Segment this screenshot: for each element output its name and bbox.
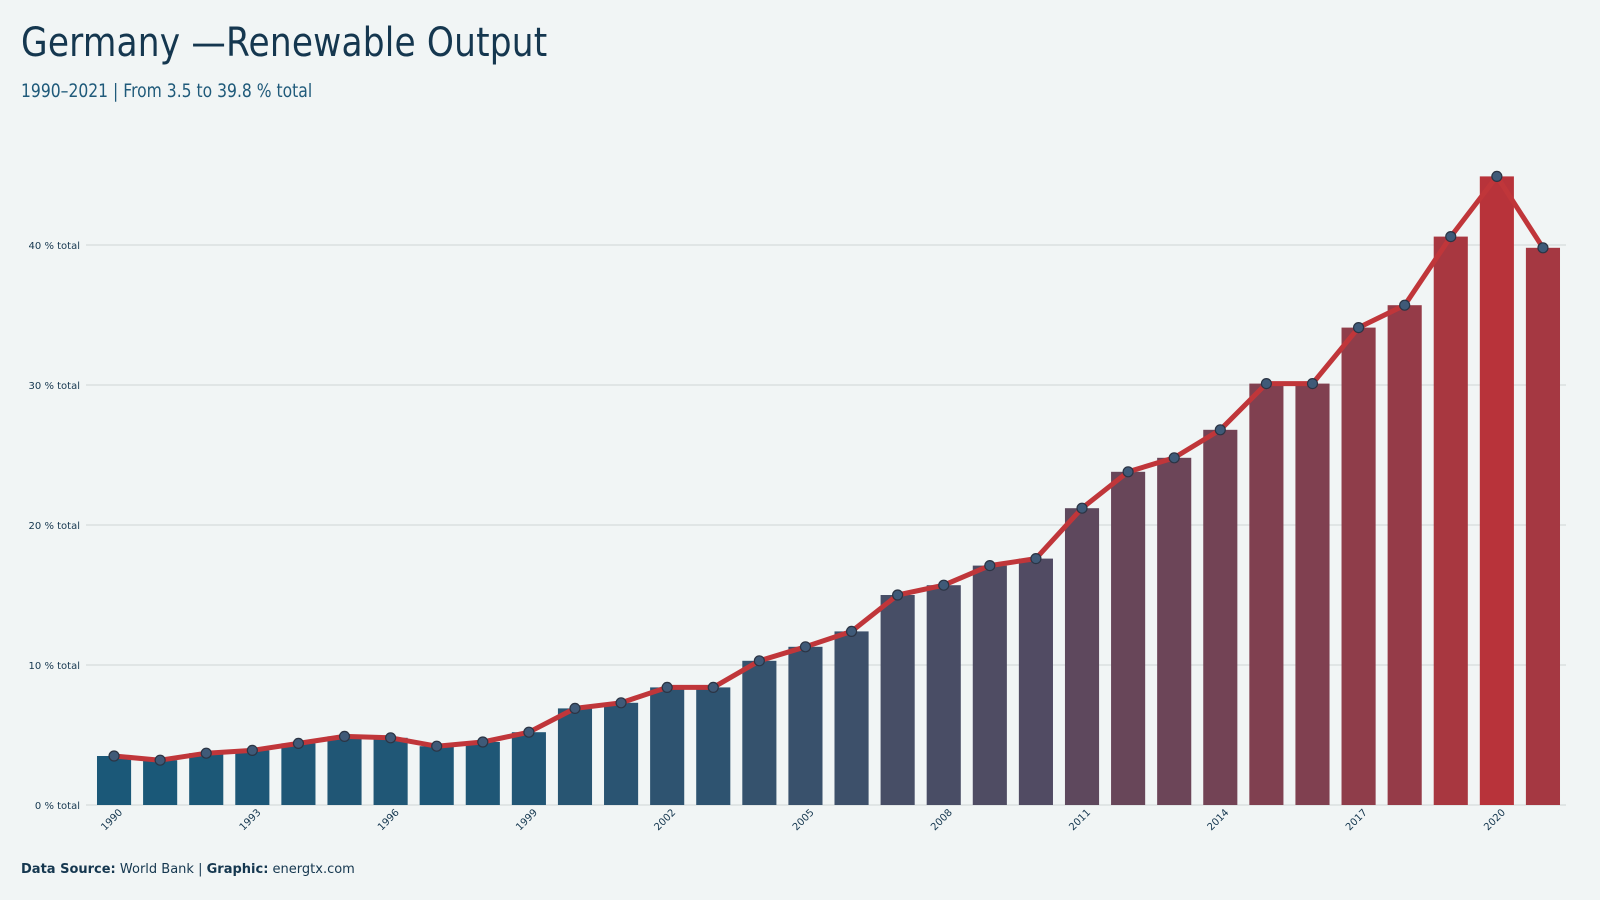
bar-1994 <box>281 743 316 805</box>
trend-line-path <box>111 173 1546 763</box>
point-1994 <box>292 737 305 750</box>
source-value: World Bank <box>119 862 194 877</box>
bar-2009 <box>972 565 1007 805</box>
point-2018 <box>1399 299 1411 311</box>
bar-1992 <box>189 753 224 805</box>
source-label: Data Source: <box>21 862 116 877</box>
point-1992 <box>200 747 212 759</box>
bar-1998 <box>465 742 500 805</box>
x-tick-label: 2017 <box>1344 807 1370 833</box>
bar-2018 <box>1387 305 1422 805</box>
graphic-label: Graphic: <box>206 862 269 877</box>
bar-2010 <box>1018 558 1053 805</box>
x-tick-label: 2014 <box>1206 807 1232 833</box>
y-tick-label: 40 % total <box>29 241 80 252</box>
bars <box>96 176 1561 806</box>
bar-1995 <box>327 736 362 805</box>
bar-2001 <box>604 702 639 805</box>
bar-2003 <box>696 687 731 805</box>
point-2010 <box>1030 552 1042 565</box>
x-tick-label: 1996 <box>376 807 402 833</box>
x-tick-label: 2011 <box>1067 807 1093 833</box>
point-1991 <box>154 754 166 766</box>
footer-separator: | <box>198 862 203 877</box>
x-tick-label: 1993 <box>238 807 264 833</box>
bar-2016 <box>1295 383 1330 805</box>
point-2015 <box>1260 378 1272 390</box>
trend-line <box>111 173 1546 763</box>
point-2020 <box>1491 170 1503 182</box>
chart-subtitle: 1990–2021 | From 3.5 to 39.8 % total <box>21 80 313 102</box>
x-tick-label: 1990 <box>99 807 125 833</box>
bar-2000 <box>557 708 593 805</box>
bar-2007 <box>880 595 915 805</box>
point-2002 <box>661 681 673 694</box>
point-2014 <box>1214 424 1226 436</box>
point-1996 <box>385 732 397 744</box>
y-tick-label: 20 % total <box>29 521 80 532</box>
point-2006 <box>845 625 858 638</box>
x-tick-label: 2002 <box>653 807 679 833</box>
point-2005 <box>799 641 812 653</box>
bar-1997 <box>419 746 454 805</box>
bar-2014 <box>1203 429 1238 805</box>
point-2019 <box>1445 231 1457 243</box>
bar-2019 <box>1433 236 1468 806</box>
point-2000 <box>569 702 581 715</box>
bar-1991 <box>143 760 178 805</box>
bar-2005 <box>788 646 823 805</box>
y-tick-label: 10 % total <box>29 661 80 672</box>
bar-2004 <box>742 660 777 805</box>
bar-2006 <box>834 631 869 805</box>
point-2007 <box>892 589 904 601</box>
point-1993 <box>246 744 258 757</box>
point-2013 <box>1168 452 1180 464</box>
point-2003 <box>707 681 719 694</box>
bar-2020 <box>1479 176 1514 805</box>
bar-1993 <box>235 750 270 805</box>
markers <box>108 170 1549 766</box>
bar-2008 <box>926 585 961 805</box>
bar-1999 <box>511 732 546 805</box>
point-1998 <box>477 736 489 748</box>
point-2017 <box>1352 322 1365 334</box>
bar-2002 <box>650 687 685 805</box>
x-tick-label: 1999 <box>514 807 540 833</box>
bar-1996 <box>373 737 408 805</box>
point-2001 <box>615 697 627 709</box>
bar-2011 <box>1064 508 1100 805</box>
point-2021 <box>1537 242 1549 254</box>
bar-2013 <box>1157 457 1192 805</box>
point-2004 <box>753 655 765 667</box>
y-tick-label: 30 % total <box>29 381 80 392</box>
bar-2021 <box>1525 247 1561 806</box>
point-1997 <box>431 740 443 752</box>
y-axis-ticks: 0 % total 10 % total 20 % total 30 % total 4… <box>29 241 80 812</box>
bar-2017 <box>1341 327 1376 805</box>
x-tick-label: 2008 <box>929 807 955 833</box>
point-2012 <box>1122 466 1134 478</box>
bar-1990 <box>96 756 132 805</box>
point-2011 <box>1076 502 1088 514</box>
point-2016 <box>1306 378 1319 390</box>
bar-2012 <box>1111 471 1146 805</box>
bar-2015 <box>1249 383 1284 805</box>
point-1999 <box>523 726 535 738</box>
point-2009 <box>984 559 996 572</box>
point-2008 <box>938 579 950 591</box>
footer: Data Source: World Bank | Graphic: energ… <box>21 862 355 877</box>
x-axis-ticks: 1990 1993 1996 1999 2002 2005 2008 2011 2014 2017… <box>99 807 1508 833</box>
x-tick-label: 2005 <box>791 807 817 833</box>
point-1990 <box>108 750 120 762</box>
point-1995 <box>338 730 351 743</box>
chart-title: Germany —Renewable Output <box>21 20 548 66</box>
graphic-value: energtx.com <box>272 862 355 877</box>
x-tick-label: 2020 <box>1482 807 1508 833</box>
y-tick-label: 0 % total <box>35 801 80 812</box>
